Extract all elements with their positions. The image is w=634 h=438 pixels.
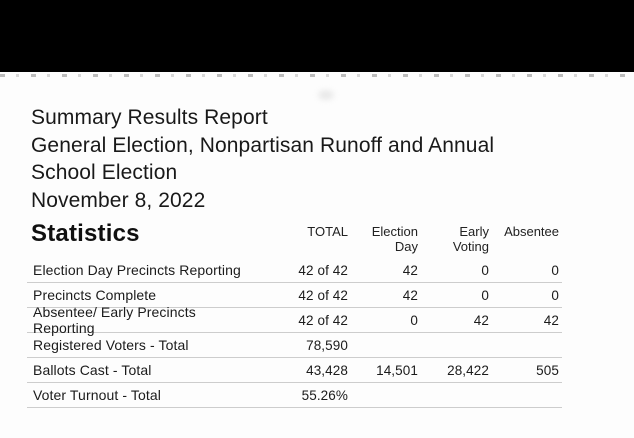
table-row-precincts-complete: Precincts Complete 42 of 42 42 0 0 bbox=[27, 283, 562, 308]
election-date: November 8, 2022 bbox=[31, 188, 206, 212]
row-label: Ballots Cast - Total bbox=[33, 362, 152, 378]
table-row-voter-turnout: Voter Turnout - Total 55.26% bbox=[27, 383, 562, 408]
cell-early-voting: 0 bbox=[481, 287, 489, 303]
column-header-election-day-line2: Day bbox=[394, 239, 418, 254]
cell-election-day: 42 bbox=[402, 262, 418, 278]
row-label: Voter Turnout - Total bbox=[33, 387, 161, 403]
table-row-election-day-precincts: Election Day Precincts Reporting 42 of 4… bbox=[27, 258, 562, 283]
cell-total: 42 of 42 bbox=[298, 262, 348, 278]
cell-absentee: 505 bbox=[536, 362, 559, 378]
cell-total: 78,590 bbox=[306, 337, 348, 353]
election-name-line-1: General Election, Nonpartisan Runoff and… bbox=[31, 133, 495, 157]
cell-absentee: 42 bbox=[543, 312, 559, 328]
column-header-total: TOTAL bbox=[260, 220, 348, 239]
scan-noise-line bbox=[0, 74, 634, 77]
table-row-registered-voters: Registered Voters - Total 78,590 bbox=[27, 333, 562, 358]
column-header-total-line1: TOTAL bbox=[307, 224, 348, 239]
cell-absentee: 0 bbox=[551, 262, 559, 278]
statistics-table-header: Statistics TOTAL Election Day Early Voting… bbox=[27, 220, 562, 254]
statistics-heading: Statistics bbox=[31, 220, 140, 247]
column-header-absentee-line1: Absentee bbox=[504, 224, 559, 239]
cell-total: 42 of 42 bbox=[298, 287, 348, 303]
statistics-table-body: Election Day Precincts Reporting 42 of 4… bbox=[27, 258, 562, 408]
cell-election-day: 0 bbox=[410, 312, 418, 328]
cell-early-voting: 0 bbox=[481, 262, 489, 278]
scan-smudge-artifact bbox=[318, 90, 334, 100]
column-header-election-day: Election Day bbox=[348, 220, 418, 254]
report-title: Summary Results Report bbox=[31, 106, 268, 129]
report-document: Summary Results Report General Election,… bbox=[27, 104, 562, 408]
column-header-early-voting-line2: Voting bbox=[452, 239, 489, 254]
cell-early-voting: 28,422 bbox=[447, 362, 489, 378]
election-name-line-2: School Election bbox=[31, 161, 178, 184]
column-header-absentee: Absentee bbox=[489, 220, 562, 239]
row-label: Election Day Precincts Reporting bbox=[33, 262, 241, 278]
column-header-early-voting-line1: Early bbox=[459, 224, 489, 239]
row-label: Registered Voters - Total bbox=[33, 337, 189, 353]
cell-absentee: 0 bbox=[551, 287, 559, 303]
row-label: Absentee/ Early Precincts Reporting bbox=[33, 304, 196, 336]
row-label: Precincts Complete bbox=[33, 287, 157, 303]
cell-election-day: 42 bbox=[402, 287, 418, 303]
cell-total: 42 of 42 bbox=[298, 312, 348, 328]
cell-election-day: 14,501 bbox=[376, 362, 418, 378]
column-header-election-day-line1: Election bbox=[371, 224, 418, 239]
table-row-ballots-cast: Ballots Cast - Total 43,428 14,501 28,42… bbox=[27, 358, 562, 383]
cell-total: 43,428 bbox=[306, 362, 348, 378]
scanner-black-bar bbox=[0, 0, 634, 72]
cell-early-voting: 42 bbox=[473, 312, 489, 328]
table-row-absentee-early-precincts: Absentee/ Early Precincts Reporting 42 o… bbox=[27, 304, 562, 336]
cell-total: 55.26% bbox=[301, 387, 348, 403]
report-title-block: Summary Results Report General Election,… bbox=[27, 104, 562, 214]
column-header-early-voting: Early Voting bbox=[418, 220, 489, 254]
